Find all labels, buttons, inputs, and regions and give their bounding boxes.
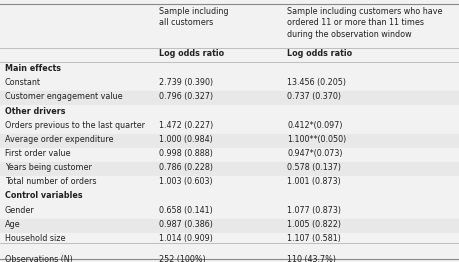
Text: 1.000 (0.984): 1.000 (0.984) — [158, 135, 212, 144]
Text: 1.100**(0.050): 1.100**(0.050) — [287, 135, 346, 144]
Text: 1.003 (0.603): 1.003 (0.603) — [158, 177, 212, 186]
Bar — [0, 77, 459, 91]
Bar — [0, 162, 459, 176]
Text: Other drivers: Other drivers — [5, 107, 65, 116]
Bar — [0, 219, 459, 233]
Text: Household size: Household size — [5, 234, 65, 243]
Text: Total number of orders: Total number of orders — [5, 177, 96, 186]
Text: 1.077 (0.873): 1.077 (0.873) — [287, 206, 341, 215]
Text: Log odds ratio: Log odds ratio — [158, 49, 224, 58]
Text: 1.005 (0.822): 1.005 (0.822) — [287, 220, 341, 229]
Text: 1.472 (0.227): 1.472 (0.227) — [158, 121, 213, 130]
Bar — [0, 205, 459, 219]
Text: 1.001 (0.873): 1.001 (0.873) — [287, 177, 341, 186]
Text: Years being customer: Years being customer — [5, 163, 91, 172]
Bar — [0, 63, 459, 77]
Text: Customer engagement value: Customer engagement value — [5, 92, 122, 101]
Bar — [0, 233, 459, 247]
Text: Sample including customers who have
ordered 11 or more than 11 times
during the : Sample including customers who have orde… — [287, 7, 442, 39]
Text: Log odds ratio: Log odds ratio — [287, 49, 352, 58]
Text: 13.456 (0.205): 13.456 (0.205) — [287, 78, 346, 87]
Text: Age: Age — [5, 220, 20, 229]
Text: Average order expenditure: Average order expenditure — [5, 135, 113, 144]
Text: 110 (43.7%): 110 (43.7%) — [287, 255, 336, 262]
Text: Sample including
all customers: Sample including all customers — [158, 7, 228, 27]
Text: 0.737 (0.370): 0.737 (0.370) — [287, 92, 341, 101]
Text: 0.412*(0.097): 0.412*(0.097) — [287, 121, 342, 130]
Bar — [0, 106, 459, 120]
Text: Constant: Constant — [5, 78, 40, 87]
Text: 2.739 (0.390): 2.739 (0.390) — [158, 78, 213, 87]
Text: Gender: Gender — [5, 206, 34, 215]
Text: 1.107 (0.581): 1.107 (0.581) — [287, 234, 341, 243]
Text: 0.658 (0.141): 0.658 (0.141) — [158, 206, 212, 215]
Text: 0.578 (0.137): 0.578 (0.137) — [287, 163, 341, 172]
Text: 252 (100%): 252 (100%) — [158, 255, 205, 262]
Text: 1.014 (0.909): 1.014 (0.909) — [158, 234, 212, 243]
Bar — [0, 148, 459, 162]
Text: First order value: First order value — [5, 149, 70, 158]
Bar — [0, 190, 459, 205]
Text: Orders previous to the last quarter: Orders previous to the last quarter — [5, 121, 144, 130]
Bar — [0, 91, 459, 106]
Text: 0.987 (0.386): 0.987 (0.386) — [158, 220, 212, 229]
Text: Control variables: Control variables — [5, 192, 82, 200]
Bar — [0, 120, 459, 134]
Bar — [0, 176, 459, 190]
Text: 0.947*(0.073): 0.947*(0.073) — [287, 149, 342, 158]
Text: 0.796 (0.327): 0.796 (0.327) — [158, 92, 213, 101]
Bar — [0, 134, 459, 148]
Text: Main effects: Main effects — [5, 64, 61, 73]
Text: 0.998 (0.888): 0.998 (0.888) — [158, 149, 212, 158]
Text: Observations (N): Observations (N) — [5, 255, 72, 262]
Text: 0.786 (0.228): 0.786 (0.228) — [158, 163, 212, 172]
